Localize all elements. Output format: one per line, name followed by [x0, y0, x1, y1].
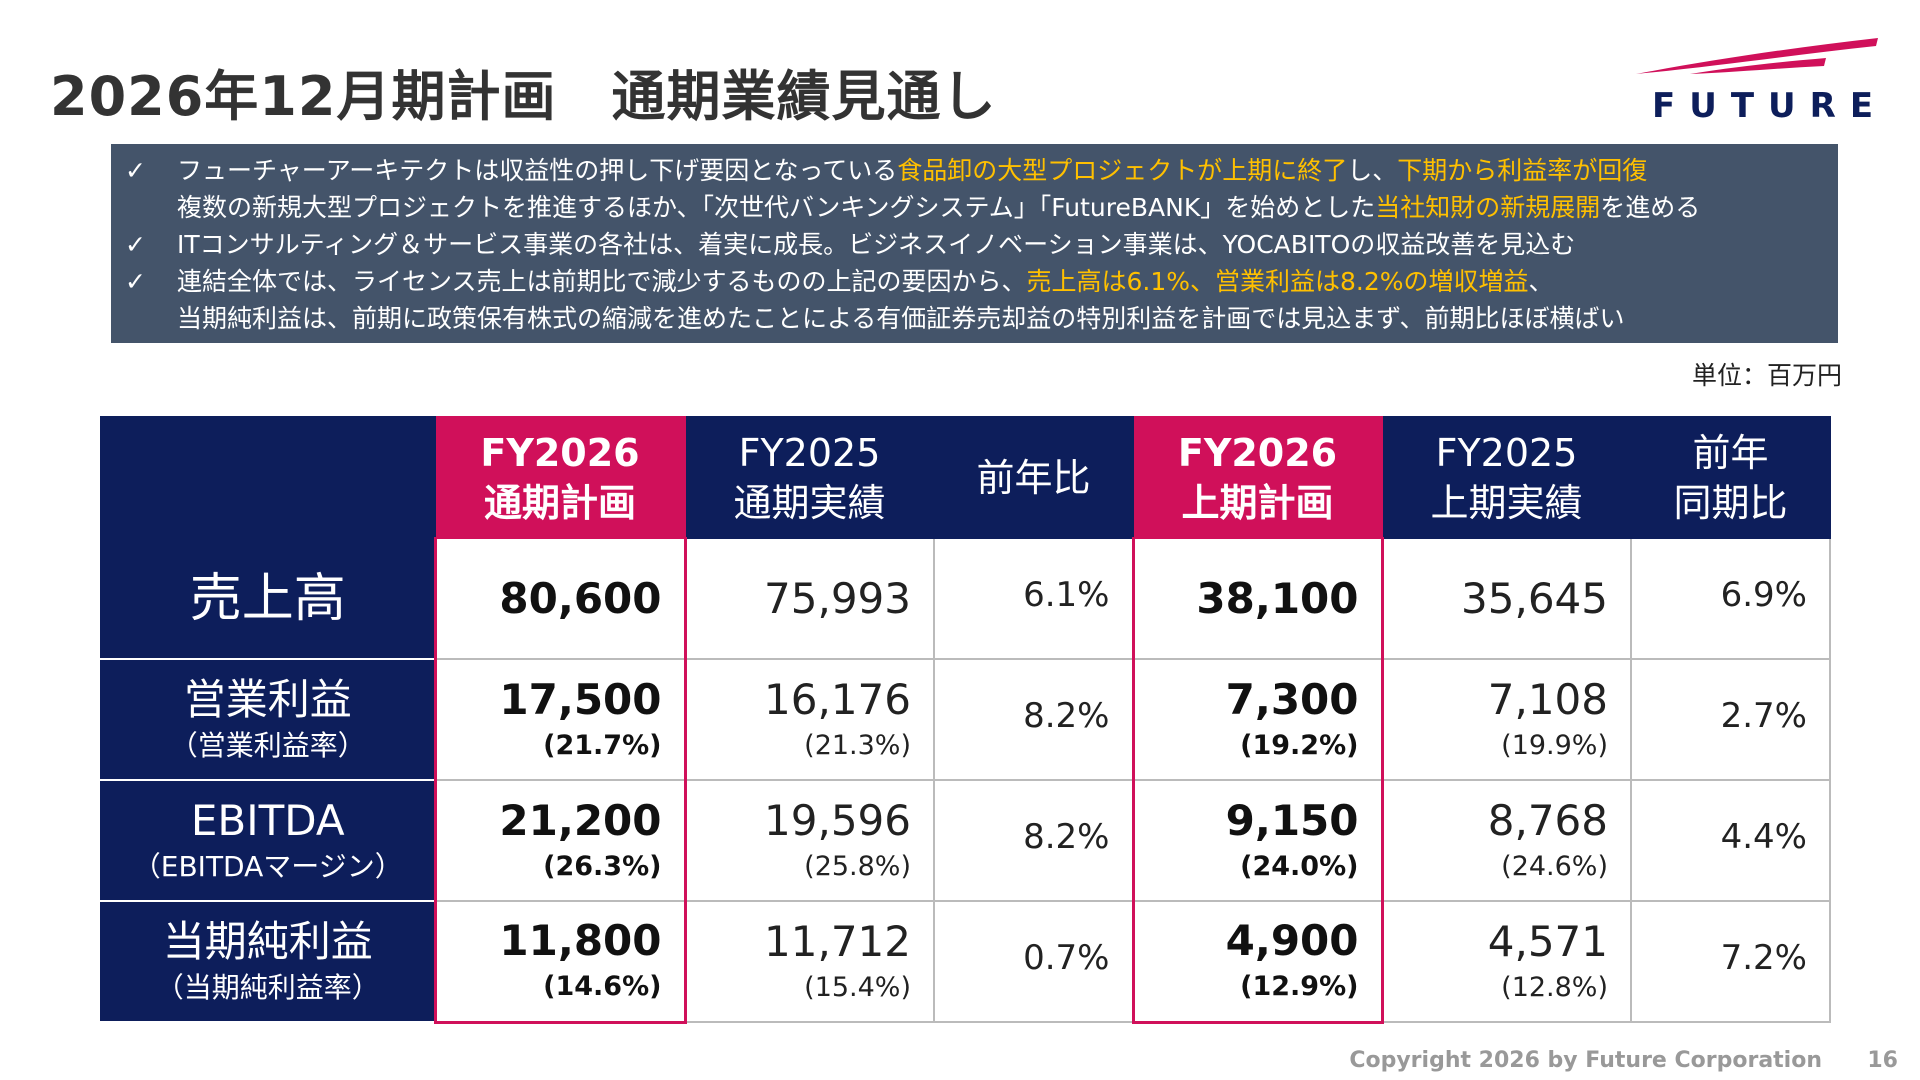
- value-cell: 0.7%: [933, 900, 1134, 1023]
- value-cell: 8,768 (24.6%): [1381, 779, 1632, 902]
- value-cell: 7.2%: [1630, 900, 1831, 1023]
- value-cell: 6.1%: [933, 537, 1134, 660]
- forecast-table: FY2026 通期計画 FY2025 通期実績 前年比 FY2026 上期計画 FY2…: [100, 416, 1831, 1024]
- summary-highlight: 売上高は6.1%、営業利益は8.2%の増収増益: [1026, 267, 1529, 296]
- header-yoy: 前年比: [933, 416, 1134, 539]
- check-icon: ✓: [125, 156, 146, 185]
- value-cell: 21,200 (26.3%): [433, 779, 687, 902]
- value-cell: 35,645: [1381, 537, 1632, 660]
- summary-text: 連結全体では、ライセンス売上は前期比で減少するものの上記の要因から、: [177, 267, 1027, 296]
- value-cell: 8.2%: [933, 658, 1134, 781]
- row-label: EBITDA （EBITDAマージン）: [100, 779, 436, 902]
- value-cell: 11,800 (14.6%): [433, 900, 687, 1024]
- summary-bullet: ✓ 連結全体では、ライセンス売上は前期比で減少するものの上記の要因から、売上高は…: [125, 263, 1838, 337]
- value-cell: 6.9%: [1630, 537, 1831, 660]
- table-header-row: FY2026 通期計画 FY2025 通期実績 前年比 FY2026 上期計画 FY2…: [100, 416, 1831, 539]
- summary-text: し、: [1347, 156, 1398, 185]
- summary-text: ITコンサルティング＆サービス事業の各社は、着実に成長。ビジネスイノベーション事…: [177, 230, 1576, 259]
- summary-box: ✓ フューチャーアーキテクトは収益性の押し下げ要因となっている食品卸の大型プロジ…: [111, 144, 1838, 343]
- summary-text: 、: [1528, 267, 1554, 296]
- header-fy2025-full-actual: FY2025 通期実績: [684, 416, 935, 539]
- summary-text: フューチャーアーキテクトは収益性の押し下げ要因となっている: [177, 156, 898, 185]
- value-cell: 75,993: [684, 537, 935, 660]
- summary-text: 当期純利益は、前期に政策保有株式の縮減を進めたことによる有価証券売却益の特別利益…: [177, 304, 1625, 333]
- summary-bullet: ✓ ITコンサルティング＆サービス事業の各社は、着実に成長。ビジネスイノベーショ…: [125, 226, 1838, 263]
- value-cell: 8.2%: [933, 779, 1134, 902]
- header-fy2026-full-plan: FY2026 通期計画: [434, 416, 686, 539]
- row-label: 営業利益 （営業利益率）: [100, 658, 436, 781]
- check-icon: ✓: [125, 267, 146, 296]
- value-cell: 9,150 (24.0%): [1131, 779, 1384, 902]
- summary-bullet: ✓ フューチャーアーキテクトは収益性の押し下げ要因となっている食品卸の大型プロジ…: [125, 152, 1838, 226]
- summary-highlight: 食品卸の大型プロジェクトが上期に終了: [897, 156, 1348, 185]
- row-label: 売上高: [100, 537, 436, 660]
- value-cell: 4.4%: [1630, 779, 1831, 902]
- summary-highlight: 下期から利益率が回復: [1397, 156, 1648, 185]
- summary-text: 複数の新規大型プロジェクトを推進するほか、「次世代バンキングシステム」「Futu…: [177, 193, 1376, 222]
- check-icon: ✓: [125, 230, 146, 259]
- header-empty: [100, 416, 436, 539]
- value-cell: 17,500 (21.7%): [433, 658, 687, 781]
- summary-highlight: 当社知財の新規展開: [1375, 193, 1601, 222]
- header-h1-yoy: 前年 同期比: [1630, 416, 1831, 539]
- table-row: 当期純利益 （当期純利益率） 11,800 (14.6%) 11,712 (15.4%) 0…: [100, 900, 1831, 1024]
- copyright: Copyright 2026 by Future Corporation: [1349, 1048, 1822, 1073]
- value-cell: 4,571 (12.8%): [1381, 900, 1632, 1023]
- page-number: 16: [1867, 1048, 1898, 1073]
- value-cell: 4,900 (12.9%): [1131, 900, 1384, 1024]
- value-cell: 7,108 (19.9%): [1381, 658, 1632, 781]
- value-cell: 19,596 (25.8%): [684, 779, 935, 902]
- future-logo-text: FUTURE: [1652, 86, 1888, 126]
- row-label: 当期純利益 （当期純利益率）: [100, 900, 436, 1023]
- value-cell: 80,600: [433, 537, 687, 660]
- page-title: 2026年12月期計画 通期業績見通し: [50, 65, 997, 128]
- table-row: 営業利益 （営業利益率） 17,500 (21.7%) 16,176 (21.3%) 8.2…: [100, 658, 1831, 781]
- value-cell: 2.7%: [1630, 658, 1831, 781]
- value-cell: 11,712 (15.4%): [684, 900, 935, 1023]
- future-logo-swoosh: [1636, 38, 1878, 74]
- header-fy2025-h1-actual: FY2025 上期実績: [1381, 416, 1632, 539]
- value-cell: 16,176 (21.3%): [684, 658, 935, 781]
- value-cell: 7,300 (19.2%): [1131, 658, 1384, 781]
- value-cell: 38,100: [1131, 537, 1384, 660]
- header-fy2026-h1-plan: FY2026 上期計画: [1132, 416, 1383, 539]
- unit-label: 単位：百万円: [1691, 361, 1842, 390]
- summary-text: を進める: [1600, 193, 1701, 222]
- table-row: EBITDA （EBITDAマージン） 21,200 (26.3%) 19,596 (25…: [100, 779, 1831, 902]
- table-row: 売上高 80,600 75,993 6.1% 38,100 35,645 6.9%: [100, 537, 1831, 660]
